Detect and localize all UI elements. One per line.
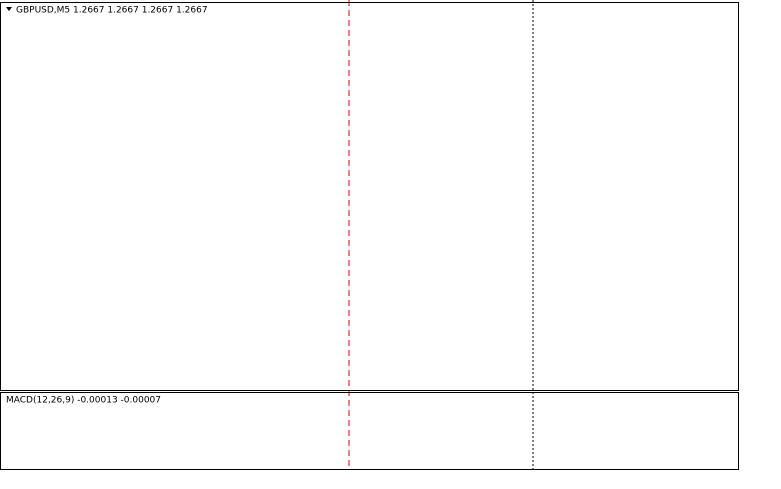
macd-title: MACD(12,26,9) -0.00013 -0.00007 xyxy=(6,396,161,406)
macd-frame xyxy=(0,392,739,470)
chart-title: GBPUSD,M5 1.2667 1.2667 1.2667 1.2667 xyxy=(16,6,208,16)
price-frame xyxy=(0,2,739,391)
menu-arrow xyxy=(6,7,12,11)
